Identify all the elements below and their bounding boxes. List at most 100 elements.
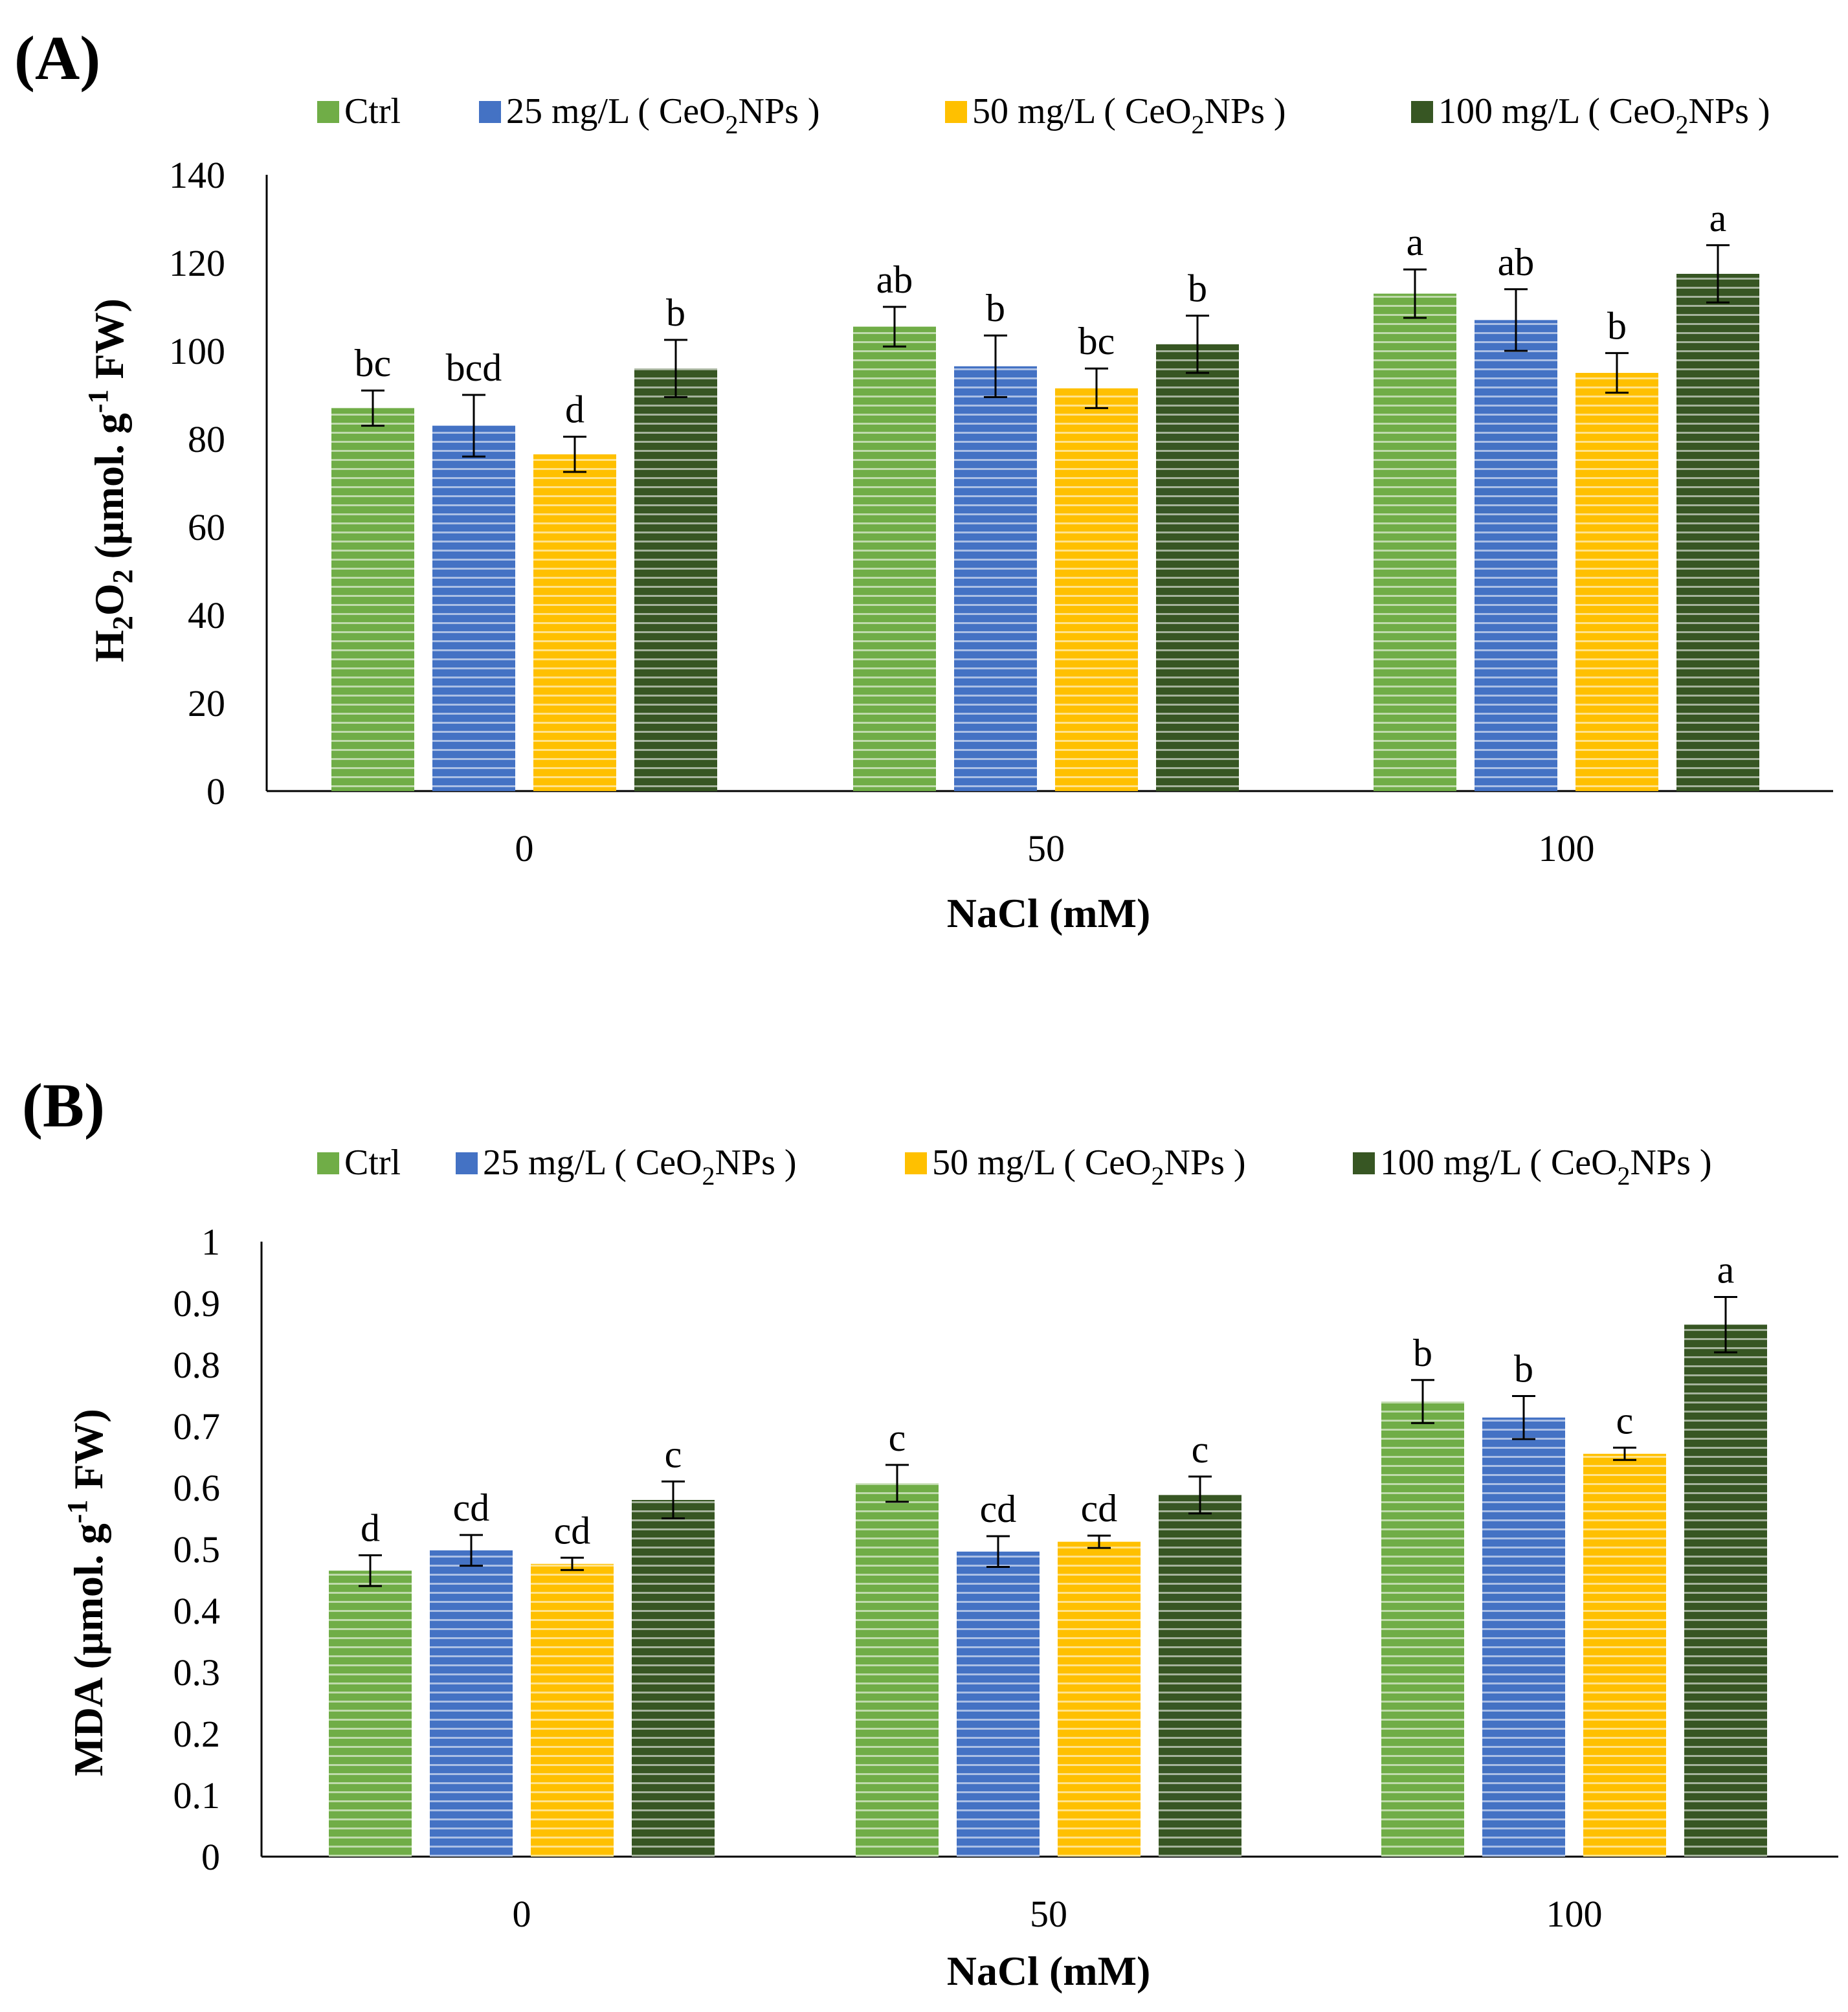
legend-a-swatch-25	[479, 101, 501, 123]
y-axis-title-a: H2O2 (µmol. g-1 FW)	[82, 298, 139, 662]
legend-a-label-ctrl: Ctrl	[344, 91, 401, 131]
y-tick-label-b: 1	[201, 1221, 220, 1263]
bar-b-series0-group2	[1381, 1402, 1464, 1857]
bar-a-series3-group1	[1156, 344, 1239, 791]
significance-letter-b: cd	[453, 1486, 490, 1529]
significance-letter-a: d	[565, 388, 584, 431]
y-tick-label-b: 0.5	[173, 1528, 221, 1570]
y-tick-label-b: 0.6	[173, 1467, 221, 1509]
y-axis-title-b: MDA (µmol. g-1 FW)	[61, 1409, 111, 1776]
legend-b-swatch-ctrl	[317, 1152, 339, 1174]
bar-b-series1-group0	[430, 1550, 513, 1857]
significance-letter-b: b	[1514, 1347, 1533, 1390]
legend-b-swatch-50	[905, 1152, 927, 1174]
significance-letter-a: bcd	[446, 346, 502, 389]
bar-a-series2-group0	[533, 454, 616, 791]
significance-letter-a: b	[666, 291, 685, 334]
chart-a: (A) Ctrl 25 mg/L ( CeO2NPs ) 50 mg/L ( C…	[14, 23, 1833, 936]
legend-a-swatch-ctrl	[317, 101, 339, 123]
y-tick-label-b: 0.8	[173, 1344, 221, 1386]
significance-letter-b: c	[1616, 1399, 1634, 1442]
legend-b-swatch-100	[1353, 1152, 1375, 1174]
bar-b-series2-group2	[1583, 1453, 1666, 1857]
significance-letter-a: bc	[355, 342, 392, 385]
legend-a-label-50: 50 mg/L ( CeO2NPs )	[972, 91, 1286, 139]
bar-a-series3-group2	[1676, 274, 1759, 791]
legend-a-swatch-100	[1411, 101, 1433, 123]
significance-letter-b: b	[1413, 1332, 1432, 1374]
x-tick-label-a: 0	[515, 827, 534, 869]
chart-b: (B) Ctrl 25 mg/L ( CeO2NPs ) 50 mg/L ( C…	[22, 1071, 1838, 1994]
significance-letter-b: cd	[980, 1488, 1017, 1530]
legend-b-label-25: 25 mg/L ( CeO2NPs )	[483, 1143, 797, 1190]
bar-a-series2-group1	[1055, 388, 1138, 791]
significance-letter-a: b	[1607, 304, 1627, 347]
x-tick-label-b: 100	[1546, 1893, 1603, 1935]
legend-a-label-100: 100 mg/L ( CeO2NPs )	[1438, 91, 1770, 139]
significance-letter-a: a	[1407, 221, 1424, 263]
bar-a-series3-group0	[634, 368, 717, 791]
legend-b-label-ctrl: Ctrl	[344, 1143, 401, 1183]
x-axis-title-b: NaCl (mM)	[947, 1948, 1151, 1994]
bar-a-series2-group2	[1575, 373, 1658, 791]
panel-label-b: (B)	[22, 1071, 105, 1140]
bar-b-series3-group0	[632, 1500, 715, 1857]
bar-b-series0-group1	[856, 1483, 939, 1857]
legend-b-label-50: 50 mg/L ( CeO2NPs )	[932, 1143, 1246, 1190]
plot-area-a: 0 20 40 60 80 100 120 140 0 50 100 bc ab a bcd b ab d bc b b…	[169, 154, 1833, 869]
significance-letter-b: c	[889, 1416, 906, 1459]
y-tick-label-a: 80	[188, 418, 225, 460]
y-tick-label-b: 0	[201, 1836, 220, 1878]
y-tick-label-b: 0.9	[173, 1282, 221, 1325]
legend-b-swatch-25	[456, 1152, 478, 1174]
bar-b-series0-group0	[329, 1570, 412, 1857]
bar-a-series1-group2	[1475, 320, 1557, 791]
legend-b-label-100: 100 mg/L ( CeO2NPs )	[1380, 1143, 1712, 1190]
significance-letter-a: ab	[876, 258, 913, 301]
significance-letter-b: c	[665, 1433, 682, 1476]
plot-area-b: 0 0.1 0.2 0.3 0.4 0.5 0.6 0.7 0.8 0.9 1 0 50 100 d c b cd…	[173, 1221, 1838, 1935]
significance-letter-b: cd	[1081, 1487, 1118, 1530]
y-tick-label-b: 0.4	[173, 1590, 221, 1632]
y-tick-label-a: 20	[188, 682, 225, 724]
panel-label-a: (A)	[14, 23, 100, 93]
y-tick-label-a: 0	[206, 770, 225, 812]
legend-a-swatch-50	[945, 101, 967, 123]
significance-letter-a: b	[1188, 267, 1207, 310]
bar-b-series3-group1	[1159, 1495, 1241, 1857]
bar-a-series1-group0	[432, 425, 515, 791]
significance-letter-b: d	[361, 1507, 380, 1550]
y-tick-label-b: 0.3	[173, 1651, 221, 1693]
significance-letter-a: a	[1709, 197, 1727, 240]
legend-a-label-25: 25 mg/L ( CeO2NPs )	[506, 91, 820, 139]
bar-a-series1-group1	[954, 366, 1037, 791]
x-tick-label-b: 50	[1030, 1893, 1067, 1935]
significance-letter-a: bc	[1078, 320, 1115, 363]
bar-a-series0-group2	[1374, 293, 1456, 792]
bar-b-series3-group2	[1684, 1325, 1767, 1857]
y-tick-label-a: 140	[169, 154, 225, 196]
y-tick-label-a: 120	[169, 242, 225, 284]
legend-a: Ctrl 25 mg/L ( CeO2NPs ) 50 mg/L ( CeO2N…	[317, 91, 1770, 139]
x-tick-label-b: 0	[513, 1893, 531, 1935]
x-tick-label-a: 100	[1539, 827, 1595, 869]
y-tick-label-b: 0.7	[173, 1405, 221, 1448]
bar-a-series0-group1	[853, 326, 936, 792]
significance-letter-b: cd	[554, 1509, 591, 1552]
significance-letter-a: ab	[1498, 241, 1535, 284]
x-tick-label-a: 50	[1027, 827, 1065, 869]
significance-letter-b: a	[1717, 1249, 1735, 1291]
y-tick-label-a: 60	[188, 506, 225, 548]
bar-b-series2-group1	[1058, 1541, 1141, 1857]
legend-b: Ctrl 25 mg/L ( CeO2NPs ) 50 mg/L ( CeO2N…	[317, 1143, 1712, 1190]
y-tick-label-a: 40	[188, 594, 225, 636]
y-tick-label-a: 100	[169, 330, 225, 372]
significance-letter-b: c	[1192, 1428, 1209, 1471]
bar-b-series1-group1	[957, 1551, 1040, 1857]
bar-a-series0-group0	[331, 408, 414, 791]
y-tick-label-b: 0.1	[173, 1774, 221, 1816]
y-tick-label-b: 0.2	[173, 1713, 221, 1755]
x-axis-title-a: NaCl (mM)	[947, 890, 1151, 936]
bar-b-series1-group2	[1482, 1417, 1565, 1857]
